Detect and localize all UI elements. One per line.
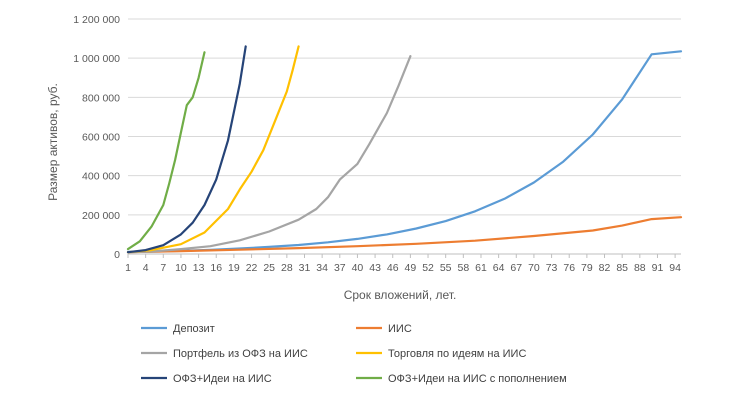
x-tick-label: 19	[228, 262, 240, 274]
y-tick-label: 0	[114, 249, 120, 261]
series-line-4	[126, 45, 300, 254]
x-tick-label: 79	[581, 262, 593, 274]
x-tick-label: 64	[493, 262, 505, 274]
x-tick-label: 10	[175, 262, 187, 274]
series-line-5	[126, 45, 247, 254]
y-axis-ticks: 0 200 000 400 000 600 000 800 000 1 000 000 1 …	[73, 14, 120, 261]
x-tick-label: 16	[210, 262, 222, 274]
x-tick-label: 28	[281, 262, 293, 274]
legend-label: ИИС	[388, 323, 412, 335]
x-tick-label: 40	[352, 262, 364, 274]
series-lines	[126, 45, 683, 254]
x-tick-label: 88	[634, 262, 646, 274]
x-tick-label: 37	[334, 262, 346, 274]
x-tick-label: 85	[616, 262, 628, 274]
legend-item: Портфель из ОФЗ на ИИС	[141, 348, 308, 360]
x-tick-label: 94	[669, 262, 681, 274]
legend-label: Портфель из ОФЗ на ИИС	[173, 348, 308, 360]
y-axis-label: Размер активов, руб.	[46, 83, 60, 201]
y-tick-label: 600 000	[82, 132, 120, 144]
legend-item: ОФЗ+Идеи на ИИС	[141, 373, 272, 385]
x-tick-label: 4	[143, 262, 149, 274]
x-tick-label: 43	[369, 262, 381, 274]
legend-label: Торговля по идеям на ИИС	[388, 348, 526, 360]
series-line-2	[126, 216, 683, 254]
x-tick-label: 76	[563, 262, 575, 274]
legend-label: Депозит	[173, 323, 215, 335]
x-axis-ticks: 1 4 7 10 13 16 19 22 25 28 31 34 37 40 43 46 49 52 55 58 61 6…	[125, 254, 681, 274]
legend-label: ОФЗ+Идеи на ИИС	[173, 373, 272, 385]
y-tick-label: 400 000	[82, 171, 120, 183]
x-tick-label: 49	[405, 262, 417, 274]
x-tick-label: 22	[246, 262, 258, 274]
x-tick-label: 1	[125, 262, 131, 274]
x-tick-label: 70	[528, 262, 540, 274]
legend-item: ОФЗ+Идеи на ИИС с пополнением	[356, 373, 567, 385]
x-tick-label: 55	[440, 262, 452, 274]
legend-item: ИИС	[356, 323, 412, 335]
x-tick-label: 34	[316, 262, 328, 274]
legend-label: ОФЗ+Идеи на ИИС с пополнением	[388, 373, 567, 385]
gridlines	[128, 18, 681, 255]
legend-item: Торговля по идеям на ИИС	[356, 348, 526, 360]
x-tick-label: 52	[422, 262, 434, 274]
legend: Депозит ИИС Портфель из ОФЗ на ИИС Торговля…	[141, 323, 567, 385]
x-tick-label: 82	[599, 262, 611, 274]
y-tick-label: 1 200 000	[73, 14, 120, 26]
x-tick-label: 58	[457, 262, 469, 274]
x-tick-label: 31	[299, 262, 311, 274]
x-tick-label: 7	[160, 262, 166, 274]
legend-item: Депозит	[141, 323, 215, 335]
y-tick-label: 200 000	[82, 210, 120, 222]
x-axis-label: Срок вложений, лет.	[344, 288, 457, 302]
series-line-1	[126, 50, 683, 253]
y-tick-label: 1 000 000	[73, 53, 120, 65]
series-line-6	[126, 51, 206, 251]
x-tick-label: 25	[263, 262, 275, 274]
x-tick-label: 91	[652, 262, 664, 274]
x-tick-label: 67	[510, 262, 522, 274]
series-line-3	[126, 55, 412, 254]
x-tick-label: 46	[387, 262, 399, 274]
x-tick-label: 61	[475, 262, 487, 274]
x-tick-label: 73	[546, 262, 558, 274]
x-tick-label: 13	[193, 262, 205, 274]
y-tick-label: 800 000	[82, 92, 120, 104]
